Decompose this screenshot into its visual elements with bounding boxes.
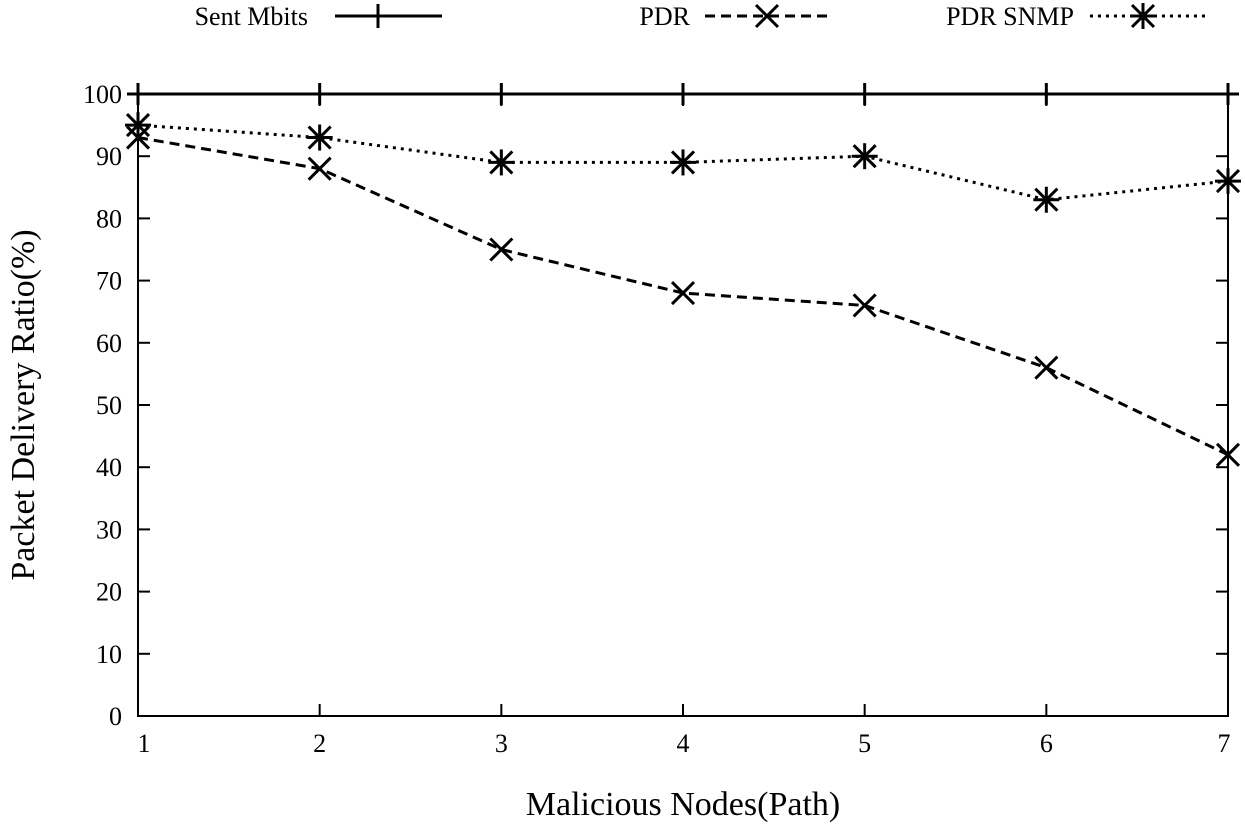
- data-point-pdr: [307, 156, 332, 181]
- legend: Sent Mbits PDR PDR SNMP: [195, 2, 1208, 31]
- series-pdr-snmp: [125, 112, 1241, 213]
- y-tick-label: 70: [96, 267, 122, 296]
- y-tick-label: 10: [96, 640, 122, 669]
- y-tick-label: 50: [96, 391, 122, 420]
- x-tick-label: 5: [858, 729, 871, 758]
- x-tick-label: 7: [1218, 729, 1231, 758]
- data-point-sent-mbits: [308, 83, 331, 105]
- y-axis: 0 10 20 30 40 50 60 70 80 90 100: [83, 80, 1228, 731]
- data-point-pdr: [1215, 442, 1241, 467]
- y-tick-label: 0: [109, 702, 122, 731]
- series-line-pdr: [137, 136, 1229, 457]
- data-point-pdr-snmp: [125, 112, 151, 139]
- y-tick-label: 60: [96, 329, 122, 358]
- x-axis-title: Malicious Nodes(Path): [526, 786, 840, 823]
- data-point-sent-mbits: [1035, 83, 1058, 105]
- data-point-sent-mbits: [1217, 83, 1239, 105]
- data-point-pdr-snmp: [1033, 186, 1060, 213]
- plot-frame: [137, 93, 1229, 717]
- y-tick-label: 30: [96, 515, 122, 544]
- y-tick-label: 20: [96, 578, 122, 607]
- data-point-pdr-snmp: [1215, 168, 1241, 195]
- data-point-sent-mbits: [853, 83, 876, 105]
- x-tick-label: 2: [313, 729, 326, 758]
- data-point-pdr-snmp: [306, 124, 333, 151]
- legend-label-pdr: PDR: [639, 2, 690, 31]
- data-point-pdr-snmp: [851, 143, 878, 170]
- y-tick-label: 80: [96, 204, 122, 233]
- legend-label-pdr-snmp: PDR SNMP: [946, 2, 1074, 31]
- y-axis-title: Packet Delivery Ratio(%): [5, 229, 42, 580]
- y-tick-label: 90: [96, 142, 122, 171]
- series-sent-mbits: [127, 83, 1239, 105]
- data-point-pdr: [489, 237, 514, 262]
- y-tick-label: 40: [96, 453, 122, 482]
- data-point-pdr: [852, 293, 877, 318]
- legend-item-pdr-snmp: PDR SNMP: [946, 2, 1208, 31]
- y-tick-label: 100: [83, 80, 122, 109]
- data-point-pdr-snmp: [670, 149, 696, 176]
- legend-marker-pdr: [754, 3, 780, 29]
- legend-item-pdr: PDR: [639, 2, 830, 31]
- legend-item-sent-mbits: Sent Mbits: [195, 2, 442, 31]
- x-tick-label: 4: [677, 729, 690, 758]
- series-pdr: [125, 125, 1241, 467]
- data-point-pdr-snmp: [488, 149, 515, 176]
- data-point-sent-mbits: [127, 83, 149, 105]
- x-tick-label: 3: [495, 729, 508, 758]
- data-point-sent-mbits: [490, 83, 513, 105]
- data-point-pdr: [670, 280, 696, 306]
- legend-label-sent-mbits: Sent Mbits: [195, 2, 308, 31]
- x-tick-label: 1: [138, 729, 151, 758]
- data-point-pdr: [1034, 355, 1059, 380]
- x-axis: 1 2 3 4 5 6 7: [137, 94, 1231, 758]
- data-point-sent-mbits: [672, 83, 694, 105]
- x-tick-label: 6: [1040, 729, 1053, 758]
- legend-marker-pdr-snmp: [1130, 3, 1156, 29]
- series-layer: [125, 83, 1241, 467]
